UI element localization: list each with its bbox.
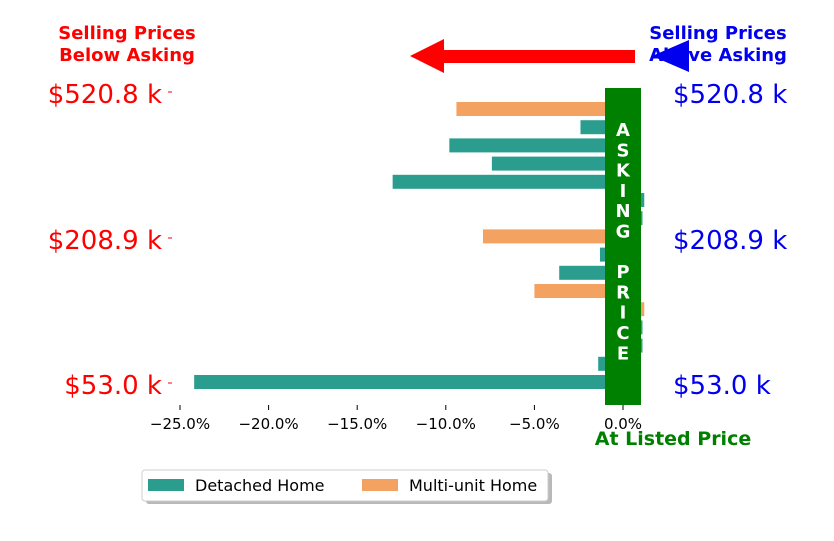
legend-label-multi: Multi-unit Home <box>409 476 537 495</box>
x-tick-label-2: −20.0% <box>238 415 298 433</box>
right-price-label-middle: $208.9 k <box>673 226 787 256</box>
bar-8 <box>483 229 623 244</box>
left-arrow-icon <box>410 39 635 73</box>
legend-swatch-detached <box>148 479 184 491</box>
x-tick-label-3: −15.0% <box>327 415 387 433</box>
asking-letter-9: R <box>616 282 630 303</box>
asking-letter-3: K <box>616 161 631 182</box>
below-asking-title-line2: Below Asking <box>59 45 195 66</box>
bar-4 <box>491 156 623 171</box>
above-asking-title-line1: Selling Prices <box>649 23 786 44</box>
x-tick-label-1: −25.0% <box>150 415 210 433</box>
bar-16 <box>194 375 623 389</box>
right-price-label-top: $520.8 k <box>673 80 787 110</box>
asking-letter-4: I <box>620 181 627 202</box>
right-price-label-bottom: $53.0 k <box>673 371 771 401</box>
asking-letter-5: N <box>615 201 630 222</box>
at-listed-price-label: At Listed Price <box>595 428 751 450</box>
asking-letter-10: I <box>620 303 627 324</box>
bar-1 <box>456 102 623 116</box>
left-price-label-middle: $208.9 k <box>48 226 162 256</box>
asking-letter-11: C <box>616 323 629 344</box>
asking-price-band <box>605 88 641 405</box>
left-price-label-top: $520.8 k <box>48 80 162 110</box>
left-tick-marks <box>168 91 172 384</box>
x-tick-label-6: 0.0% <box>604 415 642 433</box>
above-asking-title-line2: Above Asking <box>649 45 787 66</box>
asking-letter-12: E <box>617 343 629 364</box>
bar-11 <box>534 284 623 298</box>
x-axis: −25.0% −20.0% −15.0% −10.0% −5.0% 0.0% <box>150 405 642 433</box>
bar-3 <box>449 138 623 153</box>
bar-5 <box>392 174 623 189</box>
legend-swatch-multi <box>362 479 398 491</box>
blue-arrowhead-icon <box>652 40 689 72</box>
x-tick-label-4: −10.0% <box>416 415 476 433</box>
asking-letter-6: G <box>616 222 631 243</box>
asking-letter-2: S <box>617 140 630 161</box>
asking-letter-1: A <box>616 120 630 141</box>
legend-label-detached: Detached Home <box>195 476 325 495</box>
below-asking-title-line1: Selling Prices <box>58 23 195 44</box>
left-price-label-bottom: $53.0 k <box>64 371 162 401</box>
bars-group <box>194 102 645 389</box>
legend: Detached Home Multi-unit Home <box>141 469 552 504</box>
asking-letter-8: P <box>616 262 629 283</box>
x-tick-label-5: −5.0% <box>509 415 560 433</box>
